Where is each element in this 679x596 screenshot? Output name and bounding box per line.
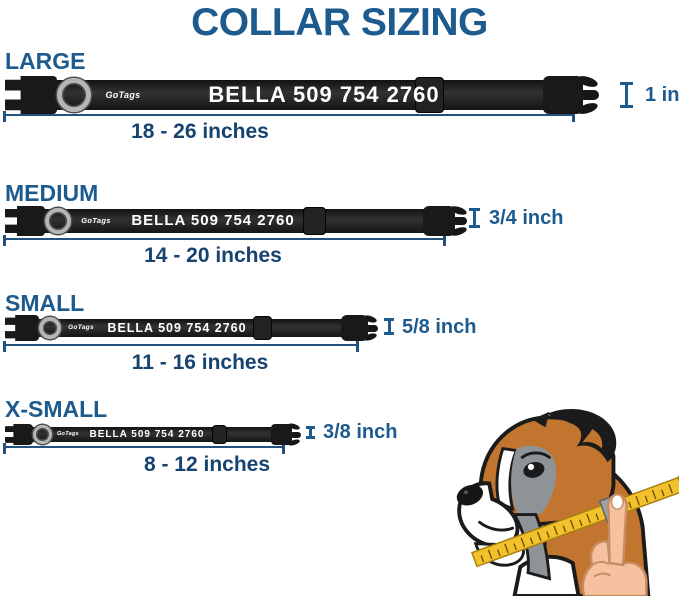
length-range-label: 14 - 20 inches (144, 244, 282, 267)
collar-strap (27, 80, 565, 110)
brand-logo: GoTags (105, 90, 141, 100)
d-ring-icon (45, 208, 71, 234)
d-ring-icon (39, 317, 61, 339)
strap-slider-icon (212, 425, 227, 444)
buckle-prong-icon (290, 431, 301, 438)
buckle-prong-icon (365, 324, 378, 332)
length-measure-line (3, 235, 446, 246)
size-label-large: LARGE (5, 48, 86, 74)
brand-logo: GoTags (81, 216, 111, 225)
collar-strap (23, 209, 437, 233)
length-measure-line (3, 111, 575, 122)
width-label: 3/4 inch (489, 207, 564, 229)
length-range-label: 11 - 16 inches (131, 351, 269, 374)
size-row-xsmall: X-SMALL GoTags BELLA 509 754 2760 3/8 in… (0, 396, 679, 506)
width-marker-icon (469, 208, 480, 228)
buckle-prong-icon (452, 217, 467, 225)
width-label: 3/8 inch (323, 421, 398, 443)
collar-personalized-text: BELLA 509 754 2760 (107, 321, 247, 335)
length-range-label: 18 - 26 inches (131, 120, 269, 143)
strap-slider-icon (253, 316, 272, 340)
length-measure-line (3, 443, 285, 454)
size-row-small: SMALL GoTags BELLA 509 754 2760 5/8 inch… (0, 290, 679, 400)
d-ring-icon (33, 425, 52, 444)
buckle-female-icon (5, 424, 33, 445)
width-label: 5/8 inch (402, 316, 477, 338)
buckle-male-icon (341, 315, 368, 341)
collar-small: GoTags BELLA 509 754 2760 (5, 313, 379, 343)
width-label: 1 inch (645, 84, 679, 106)
width-marker-icon (620, 82, 633, 108)
buckle-female-icon (5, 315, 39, 341)
size-label-small: SMALL (5, 290, 85, 316)
strap-slider-icon (303, 207, 326, 235)
collar-large: GoTags BELLA 509 754 2760 (5, 73, 599, 117)
size-label-medium: MEDIUM (5, 180, 99, 206)
buckle-prong-icon (579, 90, 599, 100)
dog-nose (456, 484, 483, 506)
buckle-male-icon (423, 206, 455, 236)
length-measure-line (3, 341, 359, 352)
size-row-medium: MEDIUM GoTags BELLA 509 754 2760 3/4 inc… (0, 180, 679, 290)
length-range-label: 8 - 12 inches (143, 453, 271, 476)
dog-ear (547, 408, 617, 463)
width-marker-icon (384, 318, 394, 335)
strap-slider-icon (415, 77, 444, 113)
brand-logo: GoTags (68, 324, 94, 331)
page-title: COLLAR SIZING (191, 1, 488, 44)
buckle-female-icon (5, 206, 45, 236)
brand-logo: GoTags (56, 431, 80, 437)
width-marker-icon (306, 426, 315, 439)
fingernail (610, 493, 624, 510)
dog-measuring-tape-illustration (456, 408, 679, 596)
d-ring-icon (57, 78, 91, 112)
collar-medium: GoTags BELLA 509 754 2760 (5, 204, 468, 238)
collar-personalized-text: BELLA 509 754 2760 (89, 429, 205, 440)
collar-personalized-text: BELLA 509 754 2760 (131, 212, 295, 229)
size-label-xsmall: X-SMALL (5, 396, 108, 422)
buckle-male-icon (543, 76, 583, 114)
buckle-female-icon (5, 76, 57, 114)
size-row-large: LARGE GoTags BELLA 509 754 2760 1 inch 1… (0, 48, 679, 158)
collar-xsmall: GoTags BELLA 509 754 2760 (5, 422, 301, 447)
buckle-male-icon (271, 424, 292, 445)
collar-personalized-text: BELLA 509 754 2760 (208, 82, 440, 107)
hand-icon (581, 493, 648, 596)
